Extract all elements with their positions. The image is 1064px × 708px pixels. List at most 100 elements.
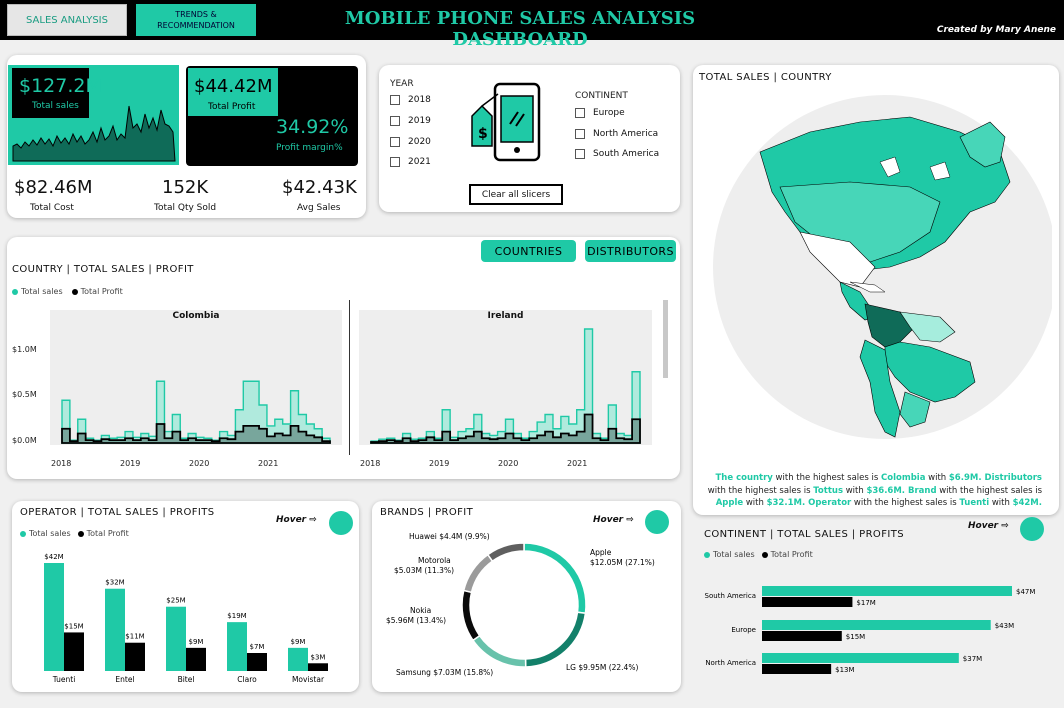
total-profit-label: Total Profit <box>208 102 256 112</box>
bar-data-label: $3M <box>311 653 326 661</box>
year-option-2020[interactable]: 2020 <box>390 137 431 147</box>
bar-data-label: $15M <box>846 633 865 641</box>
profit-bar[interactable] <box>64 632 84 671</box>
distributors-button[interactable]: DISTRIBUTORS <box>585 240 676 262</box>
insight-highlight: $42M. <box>1012 498 1042 508</box>
donut-slice[interactable] <box>462 553 494 594</box>
total-qty-label: Total Qty Sold <box>154 203 217 213</box>
bar-data-label: $9M <box>189 638 204 646</box>
sales-bar[interactable] <box>105 588 125 671</box>
avg-sales-value: $42.43K <box>282 177 357 198</box>
continent-option-south-america[interactable]: South America <box>575 149 659 159</box>
profit-bar[interactable] <box>247 653 267 671</box>
category-label: Tuenti <box>52 675 76 684</box>
profit-bar[interactable] <box>186 647 206 671</box>
profit-bar[interactable] <box>762 664 832 674</box>
svg-text:$: $ <box>478 126 488 142</box>
clear-slicers-button[interactable]: Clear all slicers <box>469 184 563 205</box>
category-label: Bitel <box>178 675 195 684</box>
operator-chart-title: OPERATOR | TOTAL SALES | PROFITS <box>20 507 215 518</box>
bar-data-label: $25M <box>166 597 185 605</box>
bar-data-label: $7M <box>250 643 265 651</box>
year-option-2021[interactable]: 2021 <box>390 157 431 167</box>
insight-text: with the highest sales is <box>772 473 882 483</box>
y-tick-label: $0.5M <box>12 390 37 399</box>
x-tick-label: 2019 <box>120 459 141 468</box>
world-globe-map[interactable] <box>700 92 1052 442</box>
insight-highlight: $36.6M. Brand <box>866 485 937 496</box>
checkbox[interactable] <box>390 116 400 126</box>
donut-slice[interactable] <box>471 634 527 668</box>
brands-hover-button[interactable] <box>645 510 669 534</box>
profit-bar[interactable] <box>125 642 145 671</box>
donut-slice[interactable] <box>486 542 525 563</box>
legend-swatch-sales <box>12 288 18 295</box>
year-option-label: 2021 <box>408 157 431 167</box>
checkbox[interactable] <box>575 108 585 118</box>
sales-bar[interactable] <box>288 647 308 671</box>
insight-highlight: $6.9M. Distributors <box>948 473 1042 483</box>
checkbox[interactable] <box>390 137 400 147</box>
donut-slice[interactable] <box>524 611 587 668</box>
donut-slice[interactable] <box>461 589 481 642</box>
legend-swatch-sales <box>704 551 710 558</box>
insight-highlight: The country <box>715 473 773 483</box>
country-chart-title: COUNTRY | TOTAL SALES | PROFIT <box>12 264 194 275</box>
continent-chart-legend: Total sales Total Profit <box>704 550 813 559</box>
insight-text: with <box>925 473 949 483</box>
total-sales-sparkline <box>12 105 176 162</box>
total-sales-value-box <box>12 68 89 118</box>
sales-bar[interactable] <box>762 653 959 663</box>
sales-bar[interactable] <box>762 620 991 630</box>
insight-highlight: Tottus <box>813 485 844 496</box>
bar-data-label: $42M <box>44 553 63 561</box>
sales-bar[interactable] <box>227 622 247 671</box>
tab-trends-recommendation[interactable]: TRENDS & RECOMMENDATION <box>136 4 256 36</box>
checkbox[interactable] <box>575 149 585 159</box>
category-label: Claro <box>237 675 257 684</box>
continent-slicer-title: CONTINENT <box>575 91 628 101</box>
button-label: DISTRIBUTORS <box>587 244 674 258</box>
operator-chart-legend: Total sales Total Profit <box>20 529 129 538</box>
profit-bar[interactable] <box>762 597 853 607</box>
slice-label: Samsung $7.03M (15.8%) <box>396 668 493 677</box>
sales-bar[interactable] <box>762 586 1012 596</box>
legend-label: Total Profit <box>86 529 129 538</box>
tab-sales-analysis[interactable]: SALES ANALYSIS <box>7 4 127 36</box>
slice-label: Apple <box>590 548 612 557</box>
profit-margin-value: 34.92% <box>276 116 349 138</box>
checkbox[interactable] <box>390 157 400 167</box>
year-option-2018[interactable]: 2018 <box>390 95 431 105</box>
chart-scrollbar[interactable] <box>663 300 668 378</box>
donut-slice[interactable] <box>523 542 587 615</box>
colombia-area-chart <box>61 380 331 444</box>
x-tick-label: 2018 <box>360 459 381 468</box>
insight-text: with <box>743 498 767 508</box>
bar-data-label: $13M <box>835 666 854 674</box>
year-option-2019[interactable]: 2019 <box>390 116 431 126</box>
slice-label: LG $9.95M (22.4%) <box>566 663 638 672</box>
sales-bar[interactable] <box>166 606 186 671</box>
continent-hover-button[interactable] <box>1020 517 1044 541</box>
bar-data-label: $32M <box>105 579 124 587</box>
brands-chart-title: BRANDS | PROFIT <box>380 507 474 518</box>
operator-hover-hint: Hover ⇨ <box>276 515 317 525</box>
avg-sales-label: Avg Sales <box>297 203 341 213</box>
profit-bar[interactable] <box>308 663 328 671</box>
checkbox[interactable] <box>575 129 585 139</box>
insight-highlight: $32.1M. Operator <box>766 498 852 508</box>
countries-button[interactable]: COUNTRIES <box>481 240 576 262</box>
tab-label: TRENDS & RECOMMENDATION <box>157 10 235 30</box>
profit-bar[interactable] <box>762 631 842 641</box>
category-label: North America <box>705 659 756 667</box>
total-cost-label: Total Cost <box>30 203 74 213</box>
slice-label: Huawei $4.4M (9.9%) <box>409 532 490 541</box>
continent-bar-chart: South America $47M $17M Europe $43M $15M North… <box>705 586 1035 674</box>
bar-data-label: $43M <box>995 622 1014 630</box>
brands-donut-chart: Apple$12.05M (27.1%) LG $9.95M (22.4%) Sam… <box>386 532 655 677</box>
checkbox[interactable] <box>390 95 400 105</box>
operator-hover-button[interactable] <box>329 511 353 535</box>
continent-option-europe[interactable]: Europe <box>575 108 625 118</box>
sales-bar[interactable] <box>44 563 64 671</box>
continent-option-north-america[interactable]: North America <box>575 129 658 139</box>
